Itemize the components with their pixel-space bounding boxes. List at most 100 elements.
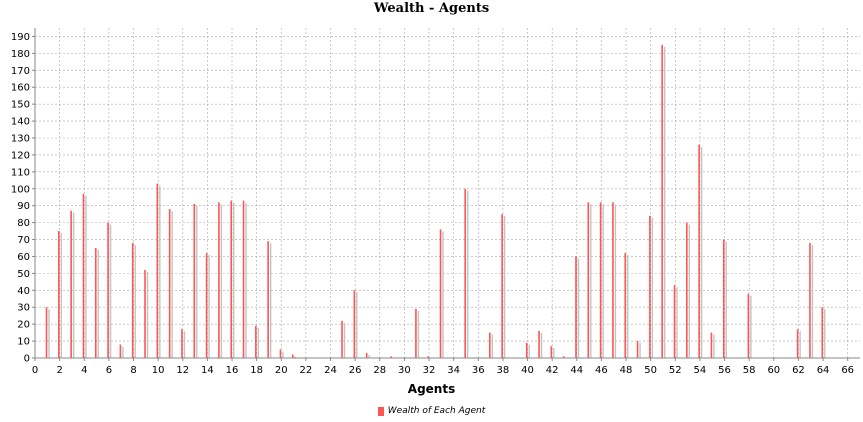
bar bbox=[365, 352, 368, 358]
bar-shadow bbox=[48, 309, 50, 358]
bar bbox=[439, 229, 442, 358]
bar-shadow bbox=[146, 272, 149, 358]
x-tick-label: 50 bbox=[644, 365, 657, 376]
bar bbox=[525, 342, 528, 358]
bar bbox=[612, 202, 614, 358]
x-tick-label: 16 bbox=[226, 365, 239, 376]
x-tick-label: 66 bbox=[841, 365, 854, 376]
x-tick-label: 58 bbox=[743, 365, 756, 376]
bar-shadow bbox=[688, 224, 691, 358]
bar-shadow bbox=[590, 204, 592, 358]
bar bbox=[255, 325, 257, 358]
x-tick-label: 8 bbox=[130, 365, 136, 376]
bar bbox=[144, 270, 146, 358]
bar-shadow bbox=[811, 244, 814, 358]
axes bbox=[32, 28, 860, 361]
bar bbox=[821, 307, 824, 358]
bar bbox=[796, 329, 799, 358]
bar-shadow bbox=[208, 255, 210, 358]
bar-shadow bbox=[713, 334, 715, 358]
x-tick-label: 52 bbox=[669, 365, 682, 376]
y-tick-label: 0 bbox=[24, 354, 30, 365]
x-tick-label: 32 bbox=[423, 365, 436, 376]
x-tick-label: 38 bbox=[497, 365, 510, 376]
bar bbox=[45, 307, 48, 358]
y-tick-label: 30 bbox=[17, 303, 30, 314]
bar bbox=[550, 346, 553, 358]
bar bbox=[649, 215, 651, 358]
y-tick-label: 20 bbox=[17, 320, 30, 331]
bar bbox=[747, 293, 750, 358]
bar-shadow bbox=[109, 224, 112, 358]
bar bbox=[624, 253, 627, 358]
bar bbox=[82, 193, 85, 358]
x-tick-label: 30 bbox=[398, 365, 411, 376]
bar bbox=[279, 349, 282, 358]
y-tick-label: 160 bbox=[11, 83, 30, 94]
bar-shadow bbox=[750, 295, 752, 358]
bar-shadow bbox=[503, 216, 506, 358]
bar-shadow bbox=[196, 206, 198, 358]
bar-shadow bbox=[282, 351, 284, 358]
x-tick-label: 20 bbox=[275, 365, 288, 376]
bar-shadow bbox=[614, 204, 617, 358]
bar-shadow bbox=[651, 217, 654, 358]
y-tick-label: 140 bbox=[11, 117, 30, 128]
chart-title: Wealth - Agents bbox=[373, 1, 490, 16]
x-tick-label: 22 bbox=[300, 365, 313, 376]
x-tick-label: 28 bbox=[373, 365, 386, 376]
bar-shadow bbox=[183, 331, 186, 358]
x-tick-label: 36 bbox=[472, 365, 485, 376]
legend-swatch bbox=[377, 406, 384, 416]
bar-shadow bbox=[639, 343, 641, 358]
y-tick-label: 10 bbox=[17, 337, 30, 348]
x-tick-label: 64 bbox=[817, 365, 830, 376]
y-tick-label: 120 bbox=[11, 150, 30, 161]
bar bbox=[710, 332, 713, 358]
bar-shadow bbox=[799, 331, 801, 358]
bar bbox=[587, 202, 590, 358]
bar bbox=[353, 290, 356, 358]
x-tick-label: 44 bbox=[570, 365, 583, 376]
bar-shadow bbox=[577, 258, 580, 358]
bar bbox=[168, 209, 171, 358]
bar bbox=[181, 329, 183, 358]
x-tick-label: 40 bbox=[521, 365, 534, 376]
bar bbox=[58, 231, 60, 358]
plot-background bbox=[35, 28, 860, 358]
bar bbox=[94, 248, 97, 358]
legend-label: Wealth of Each Agent bbox=[387, 406, 486, 416]
bar bbox=[673, 285, 676, 358]
bar bbox=[538, 330, 540, 358]
y-tick-label: 190 bbox=[11, 32, 30, 43]
y-tick-label: 70 bbox=[17, 235, 30, 246]
bar bbox=[415, 308, 417, 358]
bar-shadow bbox=[368, 354, 370, 358]
x-tick-label: 0 bbox=[32, 365, 38, 376]
bar bbox=[193, 204, 196, 358]
bar bbox=[156, 183, 159, 358]
bar-shadow bbox=[60, 233, 63, 358]
x-tick-label: 34 bbox=[447, 365, 460, 376]
bar bbox=[70, 210, 72, 358]
bar-shadow bbox=[257, 327, 260, 358]
bar-shadow bbox=[294, 356, 296, 358]
y-tick-label: 170 bbox=[11, 66, 30, 77]
bar bbox=[809, 242, 811, 358]
bar bbox=[501, 214, 503, 358]
bar-shadow bbox=[442, 231, 444, 358]
bar bbox=[722, 239, 725, 358]
y-tick-label: 100 bbox=[11, 184, 30, 195]
x-tick-label: 18 bbox=[250, 365, 263, 376]
bar-shadow bbox=[663, 46, 666, 359]
x-tick-label: 2 bbox=[56, 365, 62, 376]
bars bbox=[45, 44, 826, 359]
bar bbox=[562, 356, 565, 358]
bar bbox=[390, 356, 393, 358]
bar-shadow bbox=[676, 287, 678, 358]
y-tick-label: 50 bbox=[17, 269, 30, 280]
bar-shadow bbox=[627, 255, 629, 358]
bar-shadow bbox=[700, 146, 703, 358]
x-tick-label: 24 bbox=[324, 365, 337, 376]
bar-shadow bbox=[417, 310, 420, 358]
